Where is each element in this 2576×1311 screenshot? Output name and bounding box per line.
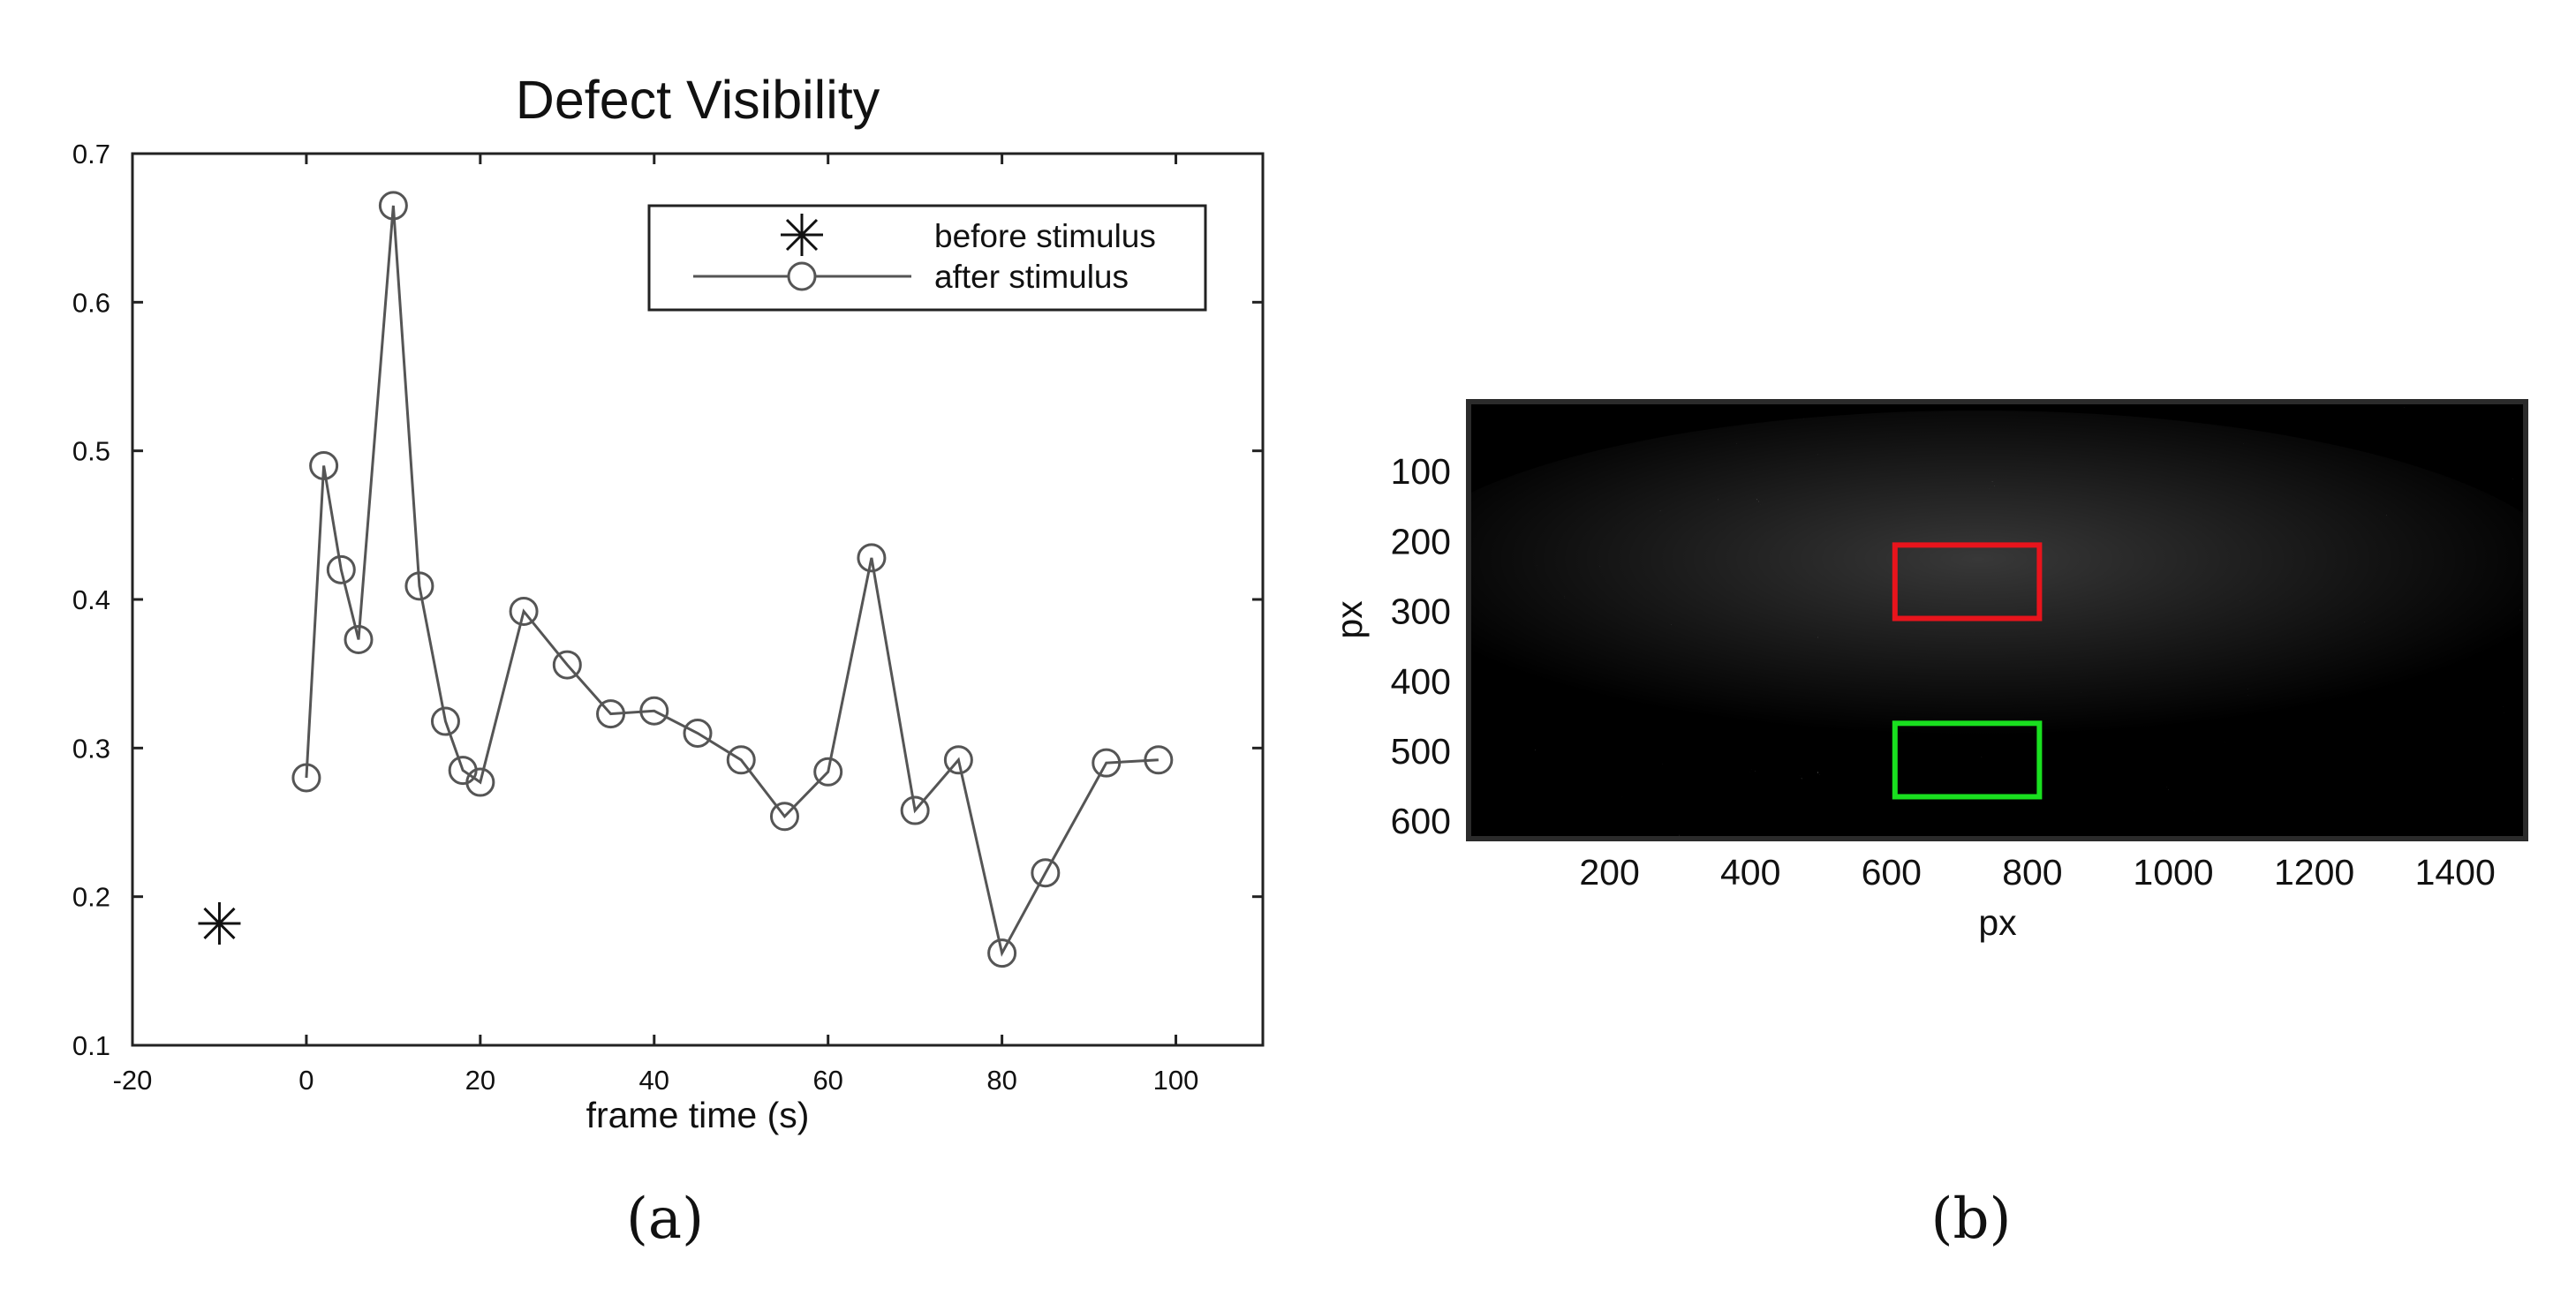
data-point xyxy=(326,554,356,584)
y-tick-label: 0.5 xyxy=(72,436,110,467)
x-tick-label: 80 xyxy=(986,1065,1016,1096)
red-roi xyxy=(1892,542,2043,622)
data-point xyxy=(1031,858,1061,888)
data-point xyxy=(857,543,887,573)
y-tick-label: 0.7 xyxy=(72,139,110,170)
data-point xyxy=(987,938,1017,968)
y-tick-label-b: 100 xyxy=(1391,451,1451,492)
y-tick-label-b: 200 xyxy=(1391,521,1451,561)
x-tick-label-b: 1400 xyxy=(2415,852,2496,893)
data-point xyxy=(309,451,339,480)
data-point xyxy=(726,745,756,775)
after-stimulus-points xyxy=(291,191,1174,968)
data-point xyxy=(943,745,973,775)
x-tick-label-b: 600 xyxy=(1862,852,1922,893)
y-tick-label: 0.2 xyxy=(72,882,110,913)
data-point xyxy=(596,699,626,729)
y-tick-label: 0.1 xyxy=(72,1030,110,1061)
green-roi xyxy=(1892,720,2043,800)
data-point xyxy=(1144,745,1174,775)
y-tick-label-b: 500 xyxy=(1391,731,1451,772)
y-tick-label-b: 600 xyxy=(1391,801,1451,841)
before-stimulus-points xyxy=(198,901,241,945)
panel-label-a: (a) xyxy=(626,1187,704,1252)
x-tick-label: 60 xyxy=(812,1065,842,1096)
data-point xyxy=(378,191,408,221)
panel-a-line-chart: Defect Visibility -20 0 20 40 60 80 100 0.1 0.2… xyxy=(72,70,1265,1252)
x-tick-label-b: 200 xyxy=(1579,852,1639,893)
legend-box xyxy=(647,204,1207,312)
y-tick-label: 0.3 xyxy=(72,733,110,764)
data-point xyxy=(683,719,713,748)
roi-boxes xyxy=(1892,542,2043,800)
legend-label-before: before stimulus xyxy=(934,218,1156,254)
x-tick-labels: -20 0 20 40 60 80 100 xyxy=(113,1065,1199,1096)
data-point xyxy=(900,795,930,825)
y-tick-labels-b: 100 200 300 400 500 600 xyxy=(1391,451,1451,841)
data-point xyxy=(430,706,460,736)
x-tick-label: 20 xyxy=(465,1065,495,1096)
x-axis-label-b: px xyxy=(1978,902,2017,943)
y-tick-label: 0.4 xyxy=(72,584,110,615)
legend: before stimulus after stimulus xyxy=(647,204,1207,312)
data-point xyxy=(639,696,669,726)
after-stimulus-line xyxy=(305,205,1159,957)
x-tick-label-b: 1200 xyxy=(2274,852,2354,893)
image-frame xyxy=(1466,399,2528,841)
axis-ticks xyxy=(131,152,1263,1047)
asterisk-point xyxy=(198,901,241,945)
data-point xyxy=(552,650,582,680)
data-point xyxy=(404,571,434,601)
data-point xyxy=(509,596,539,626)
x-tick-label-b: 400 xyxy=(1720,852,1780,893)
data-point xyxy=(465,767,495,797)
x-axis-label: frame time (s) xyxy=(586,1095,810,1135)
data-point xyxy=(1092,748,1122,778)
y-tick-labels: 0.1 0.2 0.3 0.4 0.5 0.6 0.7 xyxy=(72,139,110,1061)
y-tick-label-b: 300 xyxy=(1391,591,1451,632)
data-point xyxy=(769,802,799,832)
data-point xyxy=(291,763,321,793)
data-point xyxy=(813,757,843,787)
y-tick-label: 0.6 xyxy=(72,287,110,318)
x-tick-label: -20 xyxy=(113,1065,153,1096)
panel-label-b: (b) xyxy=(1931,1187,2012,1252)
x-tick-label: 40 xyxy=(639,1065,669,1096)
legend-asterisk-icon xyxy=(781,214,823,256)
y-axis-label-b: px xyxy=(1329,600,1370,639)
legend-circle-icon xyxy=(787,261,817,291)
x-tick-label-b: 800 xyxy=(2002,852,2062,893)
x-tick-label-b: 1000 xyxy=(2133,852,2213,893)
panel-b-speckle-image: 200 400 600 800 1000 1200 1400 100 200 300 400 500… xyxy=(1329,399,2576,1252)
y-tick-label-b: 400 xyxy=(1391,661,1451,702)
data-point xyxy=(344,624,374,654)
chart-title: Defect Visibility xyxy=(516,70,880,130)
x-tick-label: 100 xyxy=(1153,1065,1199,1096)
x-tick-label: 0 xyxy=(298,1065,314,1096)
x-tick-labels-b: 200 400 600 800 1000 1200 1400 xyxy=(1579,852,2495,893)
legend-label-after: after stimulus xyxy=(934,259,1129,295)
